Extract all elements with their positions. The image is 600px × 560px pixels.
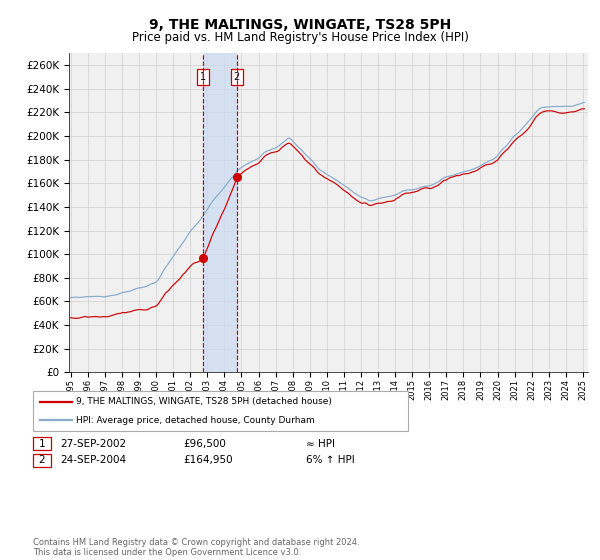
- Text: £96,500: £96,500: [183, 438, 226, 449]
- Bar: [203, 53, 237, 372]
- Text: 1: 1: [200, 72, 206, 82]
- Text: ≈ HPI: ≈ HPI: [306, 438, 335, 449]
- Text: 6% ↑ HPI: 6% ↑ HPI: [306, 455, 355, 465]
- Text: £164,950: £164,950: [183, 455, 233, 465]
- Text: 9, THE MALTINGS, WINGATE, TS28 5PH (detached house): 9, THE MALTINGS, WINGATE, TS28 5PH (deta…: [76, 397, 332, 406]
- Text: 1: 1: [38, 438, 46, 449]
- Text: Price paid vs. HM Land Registry's House Price Index (HPI): Price paid vs. HM Land Registry's House …: [131, 31, 469, 44]
- Text: 27-SEP-2002: 27-SEP-2002: [60, 438, 126, 449]
- Text: 24-SEP-2004: 24-SEP-2004: [60, 455, 126, 465]
- Text: HPI: Average price, detached house, County Durham: HPI: Average price, detached house, Coun…: [76, 416, 315, 425]
- Text: 2: 2: [233, 72, 240, 82]
- Text: 2: 2: [38, 455, 46, 465]
- Text: 9, THE MALTINGS, WINGATE, TS28 5PH: 9, THE MALTINGS, WINGATE, TS28 5PH: [149, 18, 451, 32]
- Text: Contains HM Land Registry data © Crown copyright and database right 2024.
This d: Contains HM Land Registry data © Crown c…: [33, 538, 359, 557]
